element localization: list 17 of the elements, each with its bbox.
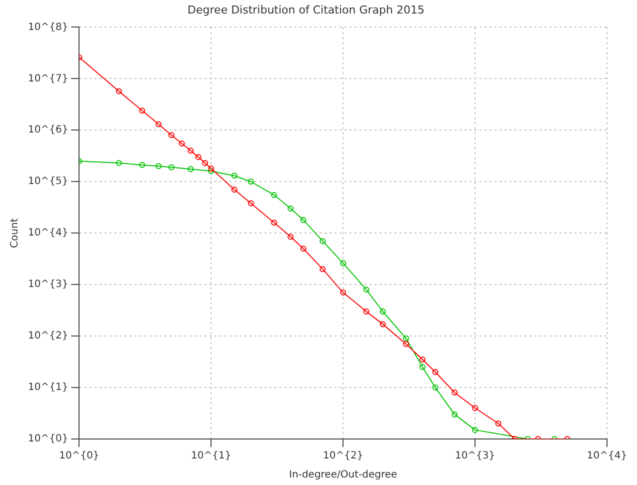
x-axis-title: In-degree/Out-degree <box>289 470 398 481</box>
x-tick-label: 10^{4} <box>586 450 628 462</box>
y-tick-label: 10^{1} <box>28 382 68 394</box>
y-tick-label: 10^{5} <box>28 176 68 188</box>
y-tick-label: 10^{3} <box>28 279 68 290</box>
y-tick-label: 10^{0} <box>28 434 68 445</box>
y-axis-title: Count <box>10 218 21 248</box>
x-tick-label: 10^{0} <box>59 450 100 462</box>
x-tick-label: 10^{2} <box>322 450 364 462</box>
x-tick-label: 10^{3} <box>454 450 496 462</box>
x-tick-label: 10^{1} <box>191 450 232 462</box>
chart-title: Degree Distribution of Citation Graph 2015 <box>188 3 424 16</box>
y-tick-label: 10^{4} <box>28 228 68 239</box>
y-tick-label: 10^{7} <box>28 73 68 84</box>
y-tick-label: 10^{8} <box>28 22 68 33</box>
y-tick-label: 10^{2} <box>28 330 68 342</box>
y-tick-label: 10^{6} <box>28 124 68 136</box>
